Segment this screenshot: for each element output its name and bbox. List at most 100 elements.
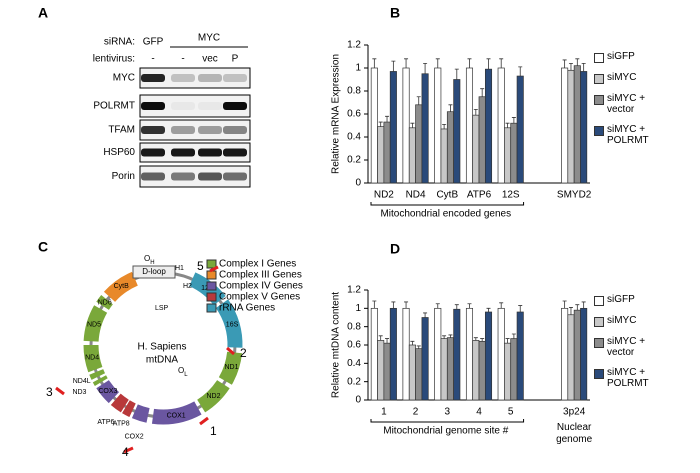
- legend-swatch: [594, 369, 604, 379]
- site-marker: [55, 386, 65, 396]
- x-tick-label: ND4: [406, 190, 426, 201]
- gene-arrow: [122, 400, 136, 418]
- y-tick-label: 0.8: [347, 321, 361, 332]
- x-tick-label: ND2: [374, 190, 394, 201]
- legend-item: siGFP: [594, 294, 669, 306]
- x-tick-label: 5: [508, 407, 514, 418]
- bar: [561, 307, 569, 401]
- bar: [497, 307, 505, 401]
- gene-label: ND5: [87, 321, 101, 328]
- x-tick-label: 3: [445, 407, 451, 418]
- x-tick-label: 1: [381, 407, 387, 418]
- gene-label: COX2: [125, 433, 144, 440]
- group-bracket: [370, 419, 525, 423]
- blot-band: [171, 126, 195, 134]
- bar: [434, 67, 442, 184]
- error-bar: [378, 335, 383, 341]
- site-marker: [199, 416, 209, 426]
- legend-swatch: [594, 296, 604, 306]
- error-bar: [467, 58, 472, 68]
- blot-lane-label: P: [232, 54, 239, 65]
- bar: [415, 348, 423, 401]
- y-tick-label: 1.2: [347, 285, 361, 296]
- blot-row-label: MYC: [113, 73, 135, 84]
- blot-band: [171, 148, 195, 157]
- error-bar: [391, 60, 396, 72]
- bar: [573, 309, 581, 401]
- gene-arrow: [131, 404, 150, 423]
- gene-label: COX3: [98, 388, 117, 395]
- bar: [516, 311, 524, 401]
- site-marker: [209, 265, 219, 273]
- legend-label: siMYC: [607, 315, 637, 326]
- blot-header: siRNA:: [104, 37, 135, 48]
- gene-label: 16S: [226, 321, 239, 328]
- gene-label: COX1: [167, 413, 186, 420]
- error-bar: [378, 121, 383, 127]
- map-legend-label: Complex I Genes: [219, 259, 296, 270]
- error-bar: [385, 115, 390, 123]
- error-bar: [505, 122, 510, 128]
- error-bar: [404, 301, 409, 309]
- error-bar: [473, 337, 478, 341]
- blot-band: [223, 74, 247, 82]
- y-tick-label: 0.6: [347, 109, 361, 120]
- error-bar: [385, 338, 390, 344]
- blot-band: [198, 102, 222, 110]
- map-legend-swatch: [206, 303, 217, 313]
- error-bar: [562, 59, 567, 68]
- blot-lane-label: -: [151, 54, 154, 65]
- bar: [453, 79, 461, 184]
- error-bar: [410, 122, 415, 128]
- error-bar: [486, 307, 491, 312]
- x-tick-label: 2: [413, 407, 419, 418]
- blot-lane-label: -: [181, 54, 184, 65]
- legend: siGFP siMYC siMYC + vector siMYC + POLRMT: [594, 51, 669, 146]
- legend-swatch: [594, 126, 604, 136]
- error-bar: [511, 333, 516, 339]
- blot-band: [141, 102, 165, 110]
- error-bar: [416, 96, 421, 105]
- map-legend-swatch: [206, 281, 217, 291]
- x-tick-label: 4: [476, 407, 482, 418]
- bar: [402, 67, 410, 184]
- gene-label: ND6: [98, 300, 112, 307]
- blot-band: [141, 74, 165, 82]
- map-legend-swatch: [206, 259, 217, 269]
- gene-label: ND3: [72, 389, 86, 396]
- legend-swatch: [594, 53, 604, 63]
- bar: [580, 71, 588, 184]
- error-bar: [442, 335, 447, 339]
- bar: [434, 307, 442, 401]
- error-bar: [442, 123, 447, 129]
- y-tick-label: 0.4: [347, 358, 361, 369]
- legend-swatch: [594, 317, 604, 327]
- bar: [567, 69, 575, 184]
- y-axis-label: Relative mRNA Expression: [331, 54, 342, 174]
- error-bar: [467, 303, 472, 309]
- bar: [472, 340, 480, 401]
- map-legend-label: Complex IV Genes: [219, 281, 303, 292]
- blot-band: [141, 172, 165, 181]
- bar: [408, 127, 416, 184]
- y-axis-label: Relative mtDNA content: [331, 292, 342, 398]
- legend-swatch: [594, 95, 604, 105]
- promoter-label: H2: [183, 283, 192, 290]
- group-label: Mitochondrial encoded genes: [380, 209, 511, 220]
- x-tick-label: 12S: [502, 190, 520, 201]
- error-bar: [575, 304, 580, 311]
- site-label: 4: [122, 445, 129, 459]
- gene-label: ATP6: [97, 419, 114, 426]
- legend-item: siMYC + vector: [594, 93, 669, 115]
- bar: [504, 127, 512, 184]
- site-label: 2: [240, 346, 247, 360]
- promoter-label: H1: [175, 265, 184, 272]
- y-tick-label: 0.2: [347, 155, 361, 166]
- legend-item: siGFP: [594, 51, 669, 63]
- map-legend-label: Complex III Genes: [219, 270, 302, 281]
- y-tick-label: 0.8: [347, 86, 361, 97]
- group-label: Mitochondrial genome site #: [383, 426, 509, 437]
- gene-arrow: [92, 375, 108, 386]
- gene-label: ND4: [85, 354, 99, 361]
